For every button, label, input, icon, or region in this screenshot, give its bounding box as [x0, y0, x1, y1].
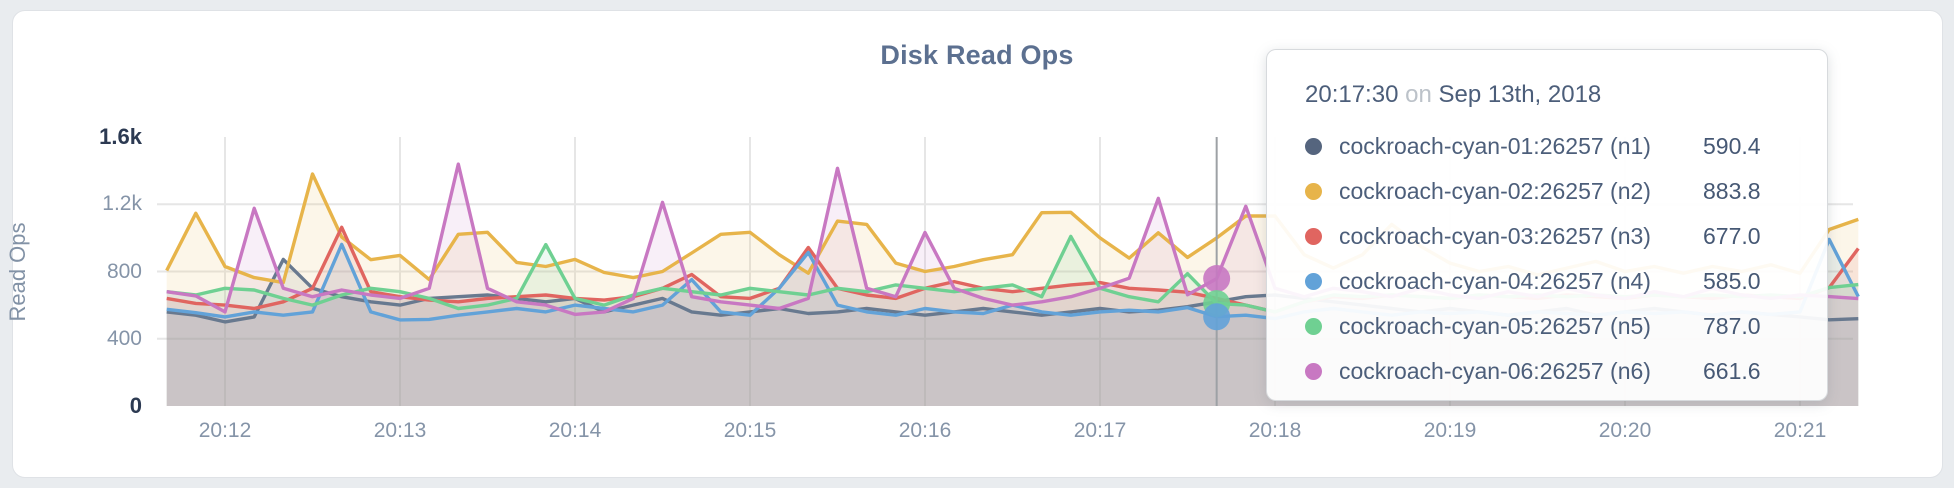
y-tick-label: 0	[129, 393, 142, 418]
x-tick-label: 20:15	[723, 419, 777, 442]
series-value: 585.0	[1703, 268, 1761, 294]
x-tick-label: 20:13	[373, 419, 427, 442]
tooltip-series-row: cockroach-cyan-02:26257 (n2) 883.8	[1305, 169, 1787, 214]
tooltip-time: 20:17:30	[1305, 81, 1399, 108]
series-value: 883.8	[1703, 178, 1761, 204]
series-color-dot-icon	[1305, 183, 1322, 200]
x-tick-label: 20:20	[1598, 419, 1652, 442]
series-name: cockroach-cyan-04:26257 (n4)	[1339, 268, 1651, 294]
series-color-dot-icon	[1305, 363, 1322, 380]
series-value: 661.6	[1703, 358, 1761, 384]
series-name: cockroach-cyan-02:26257 (n2)	[1339, 178, 1651, 204]
chart-tooltip: 20:17:30 on Sep 13th, 2018 cockroach-cya…	[1266, 49, 1828, 401]
x-tick-label: 20:17	[1073, 419, 1127, 442]
x-tick-label: 20:18	[1248, 419, 1302, 442]
tooltip-series-row: cockroach-cyan-03:26257 (n3) 677.0	[1305, 214, 1787, 259]
hover-guideline-layer	[1203, 137, 1231, 406]
series-name: cockroach-cyan-01:26257 (n1)	[1339, 133, 1651, 159]
series-name: cockroach-cyan-06:26257 (n6)	[1339, 358, 1651, 384]
tooltip-date: Sep 13th, 2018	[1438, 81, 1602, 108]
series-value: 677.0	[1703, 223, 1761, 249]
series-color-dot-icon	[1305, 318, 1322, 335]
x-tick-label: 20:12	[198, 419, 252, 442]
series-value: 787.0	[1703, 313, 1761, 339]
y-axis-label: Read Ops	[5, 222, 30, 322]
hover-dot-n4	[1203, 303, 1231, 331]
series-name: cockroach-cyan-05:26257 (n5)	[1339, 313, 1651, 339]
series-color-dot-icon	[1305, 138, 1322, 155]
y-tick-label: 800	[106, 259, 142, 283]
x-tick-label: 20:16	[898, 419, 952, 442]
y-tick-label: 1.6k	[99, 124, 142, 149]
y-tick-label: 400	[106, 326, 142, 350]
chart-title: Disk Read Ops	[880, 40, 1074, 70]
tooltip-series-row: cockroach-cyan-06:26257 (n6) 661.6	[1305, 349, 1787, 394]
x-tick-label: 20:19	[1423, 419, 1477, 442]
x-tick-label: 20:21	[1773, 419, 1827, 442]
series-name: cockroach-cyan-03:26257 (n3)	[1339, 223, 1651, 249]
hover-dot-n6	[1203, 265, 1231, 293]
tooltip-on-word: on	[1405, 81, 1432, 108]
tooltip-rows: cockroach-cyan-01:26257 (n1) 590.4 cockroa…	[1305, 124, 1787, 394]
series-color-dot-icon	[1305, 273, 1322, 290]
tooltip-series-row: cockroach-cyan-04:26257 (n4) 585.0	[1305, 259, 1787, 304]
tooltip-header: 20:17:30 on Sep 13th, 2018	[1305, 78, 1787, 112]
y-tick-label: 1.2k	[102, 192, 142, 216]
series-color-dot-icon	[1305, 228, 1322, 245]
series-value: 590.4	[1703, 133, 1761, 159]
tooltip-series-row: cockroach-cyan-01:26257 (n1) 590.4	[1305, 124, 1787, 169]
x-tick-label: 20:14	[548, 419, 602, 442]
tooltip-series-row: cockroach-cyan-05:26257 (n5) 787.0	[1305, 304, 1787, 349]
